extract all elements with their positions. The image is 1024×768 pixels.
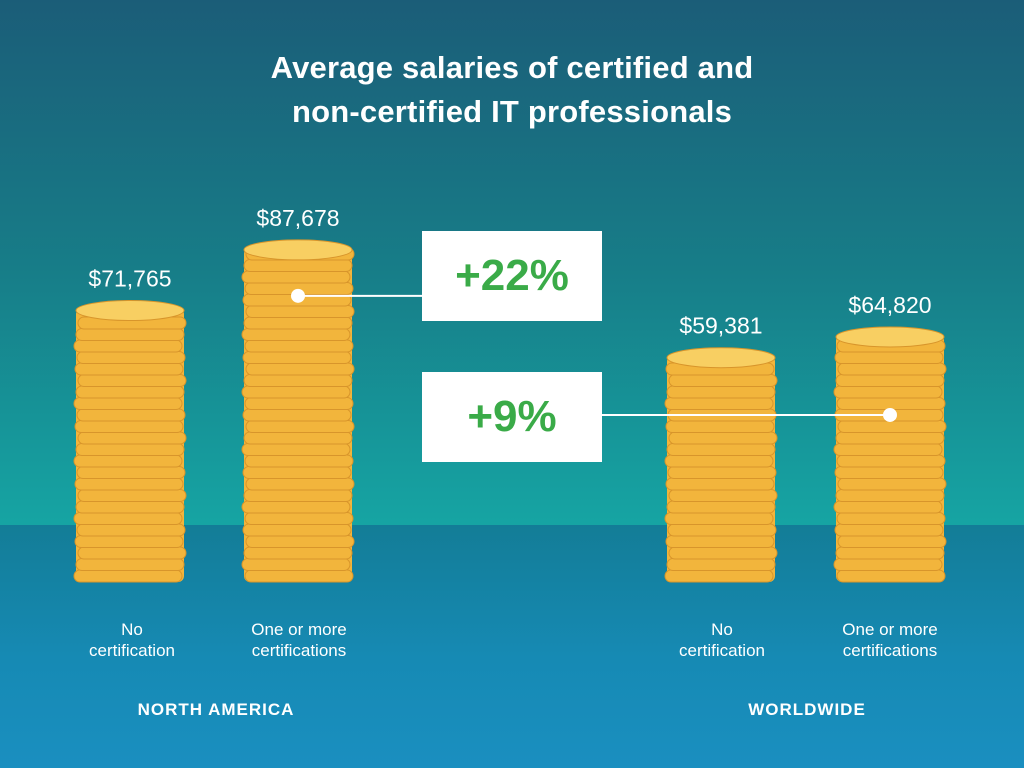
difference-box-north-america: +22% (422, 231, 602, 321)
coin-stack-bar (241, 239, 355, 583)
coin-stack-bar (73, 300, 187, 583)
category-label-line: certifications (842, 641, 938, 660)
difference-box-worldwide: +9% (422, 372, 602, 462)
category-label-line: certification (89, 641, 175, 660)
category-label-line: One or more (842, 620, 938, 639)
category-label-na-no-cert: No certification (42, 619, 222, 661)
value-label: $64,820 (848, 292, 931, 318)
category-label-line: certification (679, 641, 765, 660)
category-label-line: certifications (251, 641, 347, 660)
chart-title-line-1: Average salaries of certified and (270, 50, 754, 85)
group-label-north-america: NORTH AMERICA (137, 700, 295, 719)
difference-value-worldwide: +9% (467, 392, 557, 441)
difference-value-north-america: +22% (455, 251, 569, 300)
category-label-ww-no-cert: No certification (632, 619, 812, 661)
category-label-ww-cert: One or more certifications (800, 619, 980, 661)
coin-stack-bar (833, 326, 947, 583)
chart-title-line-2: non-certified IT professionals (291, 94, 733, 129)
value-label: $59,381 (679, 313, 762, 339)
category-label-line: No (121, 620, 143, 639)
chart-title: Average salaries of certified and non-ce… (0, 46, 1024, 134)
difference-connector-worldwide (602, 407, 897, 422)
coin-stack-bar (664, 347, 778, 583)
category-label-na-cert: One or more certifications (209, 619, 389, 661)
difference-connector-north-america (291, 288, 422, 303)
value-label: $71,765 (88, 266, 171, 292)
category-label-line: One or more (251, 620, 347, 639)
value-label: $87,678 (256, 205, 339, 231)
group-label-worldwide: WORLDWIDE (748, 700, 866, 719)
category-label-line: No (711, 620, 733, 639)
